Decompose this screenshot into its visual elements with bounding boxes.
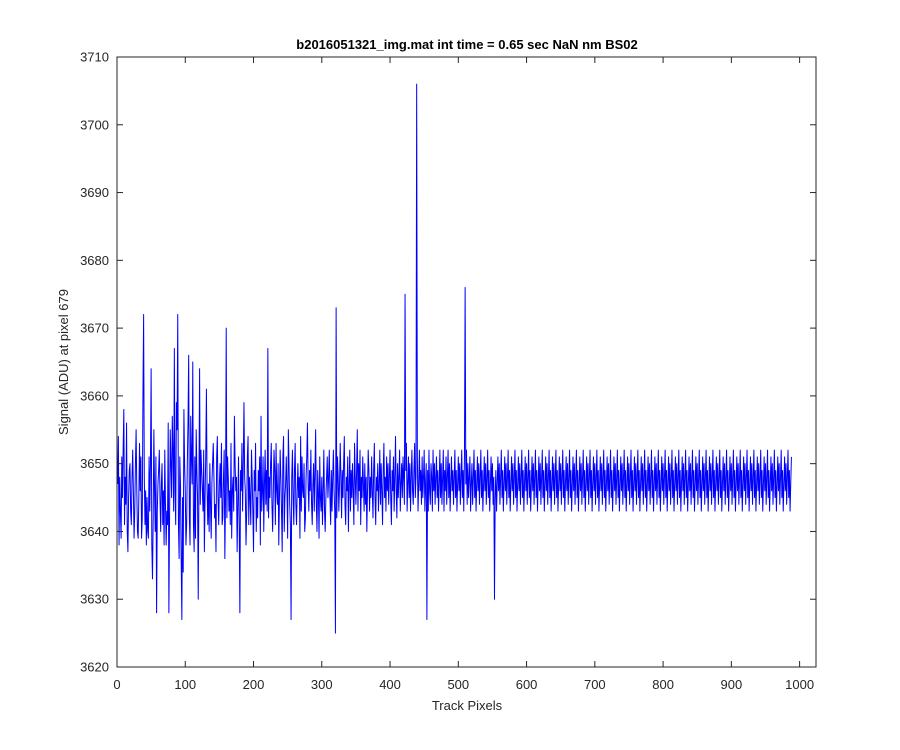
tick-labels: 0 100 200 300 400 500 600 700 800 900 1000 3620 3630…: [80, 50, 814, 693]
y-tick-label: 3690: [80, 185, 109, 200]
y-tick-label: 3640: [80, 524, 109, 539]
x-axis-label: Track Pixels: [432, 698, 503, 713]
y-tick-label: 3660: [80, 388, 109, 403]
y-tick-label: 3630: [80, 592, 109, 607]
x-tick-label: 400: [379, 677, 401, 692]
x-tick-label: 100: [174, 677, 196, 692]
y-tick-label: 3650: [80, 456, 109, 471]
y-tick-label: 3670: [80, 321, 109, 336]
y-axis-label: Signal (ADU) at pixel 679: [56, 289, 71, 435]
chart-title: b2016051321_img.mat int time = 0.65 sec …: [296, 37, 637, 52]
x-tick-label: 300: [311, 677, 333, 692]
x-tick-label: 1000: [785, 677, 814, 692]
x-tick-label: 600: [516, 677, 538, 692]
y-tick-label: 3710: [80, 50, 109, 65]
series-line: [117, 83, 792, 634]
x-tick-label: 900: [721, 677, 743, 692]
plot-area: [117, 57, 816, 667]
y-tick-label: 3620: [80, 660, 109, 675]
axes-box: [116, 56, 817, 668]
x-tick-label: 0: [113, 677, 120, 692]
y-tick-label: 3680: [80, 253, 109, 268]
x-tick-label: 500: [447, 677, 469, 692]
x-tick-label: 800: [652, 677, 674, 692]
y-tick-label: 3700: [80, 117, 109, 132]
x-tick-label: 200: [243, 677, 265, 692]
x-tick-label: 700: [584, 677, 606, 692]
